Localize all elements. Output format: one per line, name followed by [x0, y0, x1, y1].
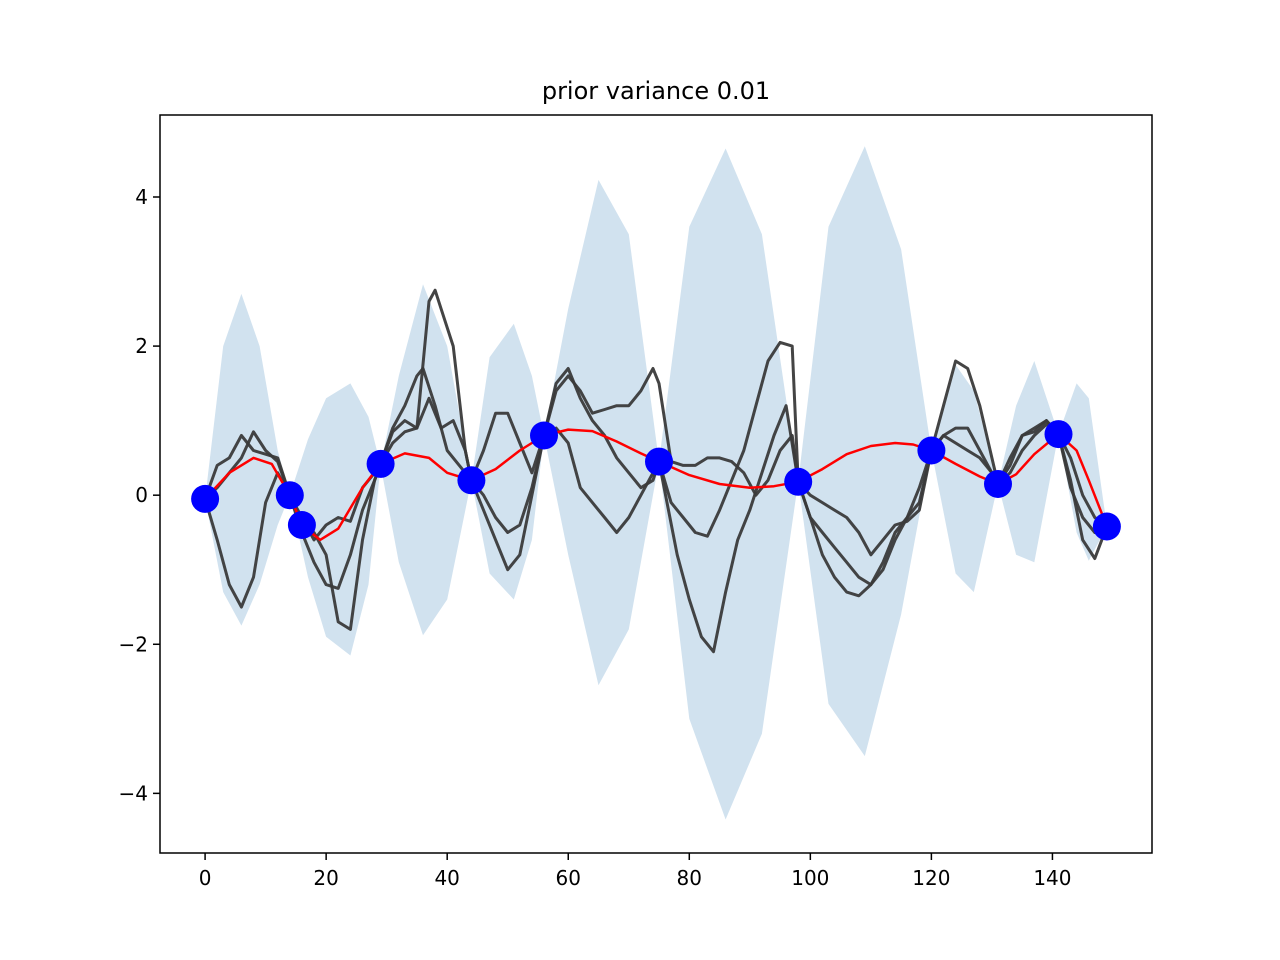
observation-point	[1092, 512, 1121, 541]
observation-point	[366, 449, 395, 478]
observation-point	[457, 466, 486, 495]
observation-point	[191, 484, 220, 513]
observation-point	[1044, 420, 1073, 449]
x-tick-label: 0	[199, 866, 212, 890]
chart-title: prior variance 0.01	[542, 77, 770, 105]
observation-point	[984, 470, 1012, 498]
observation-point	[784, 467, 813, 496]
y-tick-label: 2	[135, 334, 148, 358]
y-tick-label: −4	[119, 781, 148, 805]
x-tick-label: 140	[1033, 866, 1071, 890]
observation-point	[275, 481, 304, 510]
x-tick-label: 120	[912, 866, 950, 890]
observation-point	[530, 421, 558, 450]
observation-point	[917, 436, 946, 465]
observation-point	[287, 511, 316, 539]
x-tick-label: 20	[313, 866, 338, 890]
x-tick-label: 40	[434, 866, 459, 890]
y-tick-label: −2	[119, 632, 148, 656]
y-tick-label: 4	[135, 185, 148, 209]
axes-frame	[159, 114, 1153, 854]
confidence-band	[205, 146, 1107, 820]
y-tick-label: 0	[135, 483, 148, 507]
observation-point	[645, 447, 673, 476]
x-tick-label: 100	[791, 866, 829, 890]
x-tick-label: 60	[556, 866, 581, 890]
axes: 0 20 40 60 80 100 120 140 −4 −2 0 2 4	[119, 114, 1153, 890]
plot-area	[191, 146, 1121, 820]
sample-line-2	[203, 288, 1108, 590]
x-tick-label: 80	[677, 866, 702, 890]
